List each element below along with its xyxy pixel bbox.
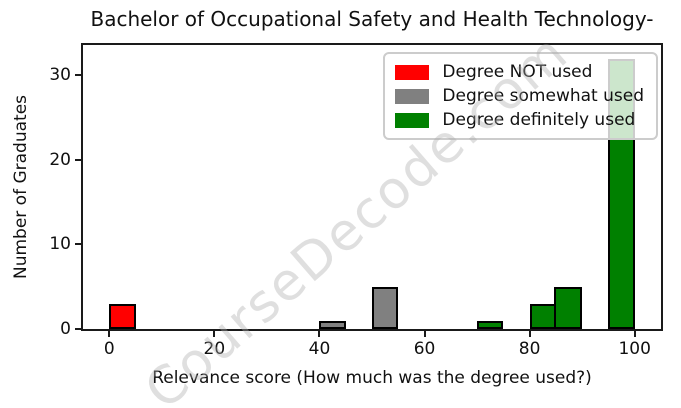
histogram-bar [109, 303, 136, 329]
x-tick-label: 20 [203, 339, 226, 359]
y-tick-mark [75, 74, 81, 77]
histogram-bar [319, 320, 346, 329]
histogram-bar [477, 320, 504, 329]
histogram-bar [553, 286, 583, 329]
x-tick-label: 40 [308, 339, 331, 359]
x-tick-mark [528, 331, 531, 337]
x-tick-mark [108, 331, 111, 337]
x-tick-mark [318, 331, 321, 337]
histogram-bar [529, 303, 556, 329]
histogram-bar [372, 286, 399, 329]
y-tick-label: 10 [49, 234, 71, 255]
x-tick-label: 60 [413, 339, 436, 359]
x-axis-label: Relevance score (How much was the degree… [152, 368, 592, 388]
x-tick-mark [423, 331, 426, 337]
x-tick-label: 80 [518, 339, 541, 359]
y-axis-label: Number of Graduates [11, 94, 31, 280]
y-tick-mark [75, 243, 81, 246]
y-tick-label: 30 [49, 65, 71, 86]
x-tick-label: 0 [103, 339, 115, 359]
legend-entry: Degree definitely used [395, 110, 644, 130]
legend-swatch [395, 112, 430, 128]
legend-swatch [395, 88, 430, 104]
y-tick-label: 20 [49, 149, 71, 170]
chart-title: Bachelor of Occupational Safety and Heal… [90, 7, 654, 31]
legend: Degree NOT used Degree somewhat used Degre… [383, 52, 658, 140]
x-tick-label: 100 [618, 339, 651, 359]
legend-entry: Degree somewhat used [395, 86, 644, 106]
x-tick-mark [633, 331, 636, 337]
y-tick-label: 0 [60, 319, 71, 339]
y-tick-mark [75, 158, 81, 161]
legend-label: Degree definitely used [442, 110, 636, 130]
legend-entry: Degree NOT used [395, 62, 644, 82]
legend-label: Degree somewhat used [442, 86, 644, 106]
plot-area: Degree NOT used Degree somewhat used Degre… [49, 43, 663, 359]
legend-label: Degree NOT used [442, 62, 593, 82]
y-tick-mark [75, 328, 81, 330]
x-tick-mark [213, 331, 216, 337]
legend-swatch [395, 64, 430, 80]
